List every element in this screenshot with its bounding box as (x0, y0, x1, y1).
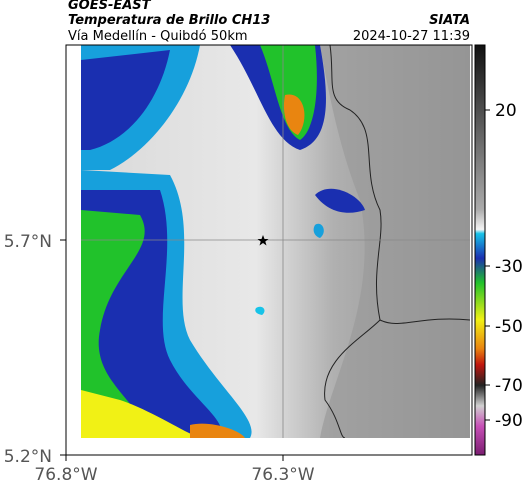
satellite-image (81, 45, 470, 438)
colorbar-label: 20 (495, 101, 517, 121)
colorbar-label: -50 (495, 317, 523, 337)
y-tick-label: 5.2°N (4, 447, 52, 467)
colorbar (474, 44, 486, 456)
route: Vía Medellín - Quibdó 50km (68, 29, 248, 44)
source: SIATA (429, 13, 470, 28)
timestamp: 2024-10-27 11:39 (353, 29, 470, 44)
title: GOES-EAST (68, 0, 152, 13)
y-tick-label: 5.7°N (4, 232, 52, 252)
x-tick-label: 76.3°W (251, 465, 314, 485)
colorbar-label: -30 (495, 257, 523, 277)
subtitle: Temperatura de Brillo CH13 (68, 13, 270, 28)
colorbar-label: -70 (495, 376, 523, 396)
colorbar-label: -90 (495, 411, 523, 431)
colorbar-ticks (485, 109, 490, 421)
map-frame (65, 44, 473, 456)
x-tick-label: 76.8°W (34, 465, 97, 485)
